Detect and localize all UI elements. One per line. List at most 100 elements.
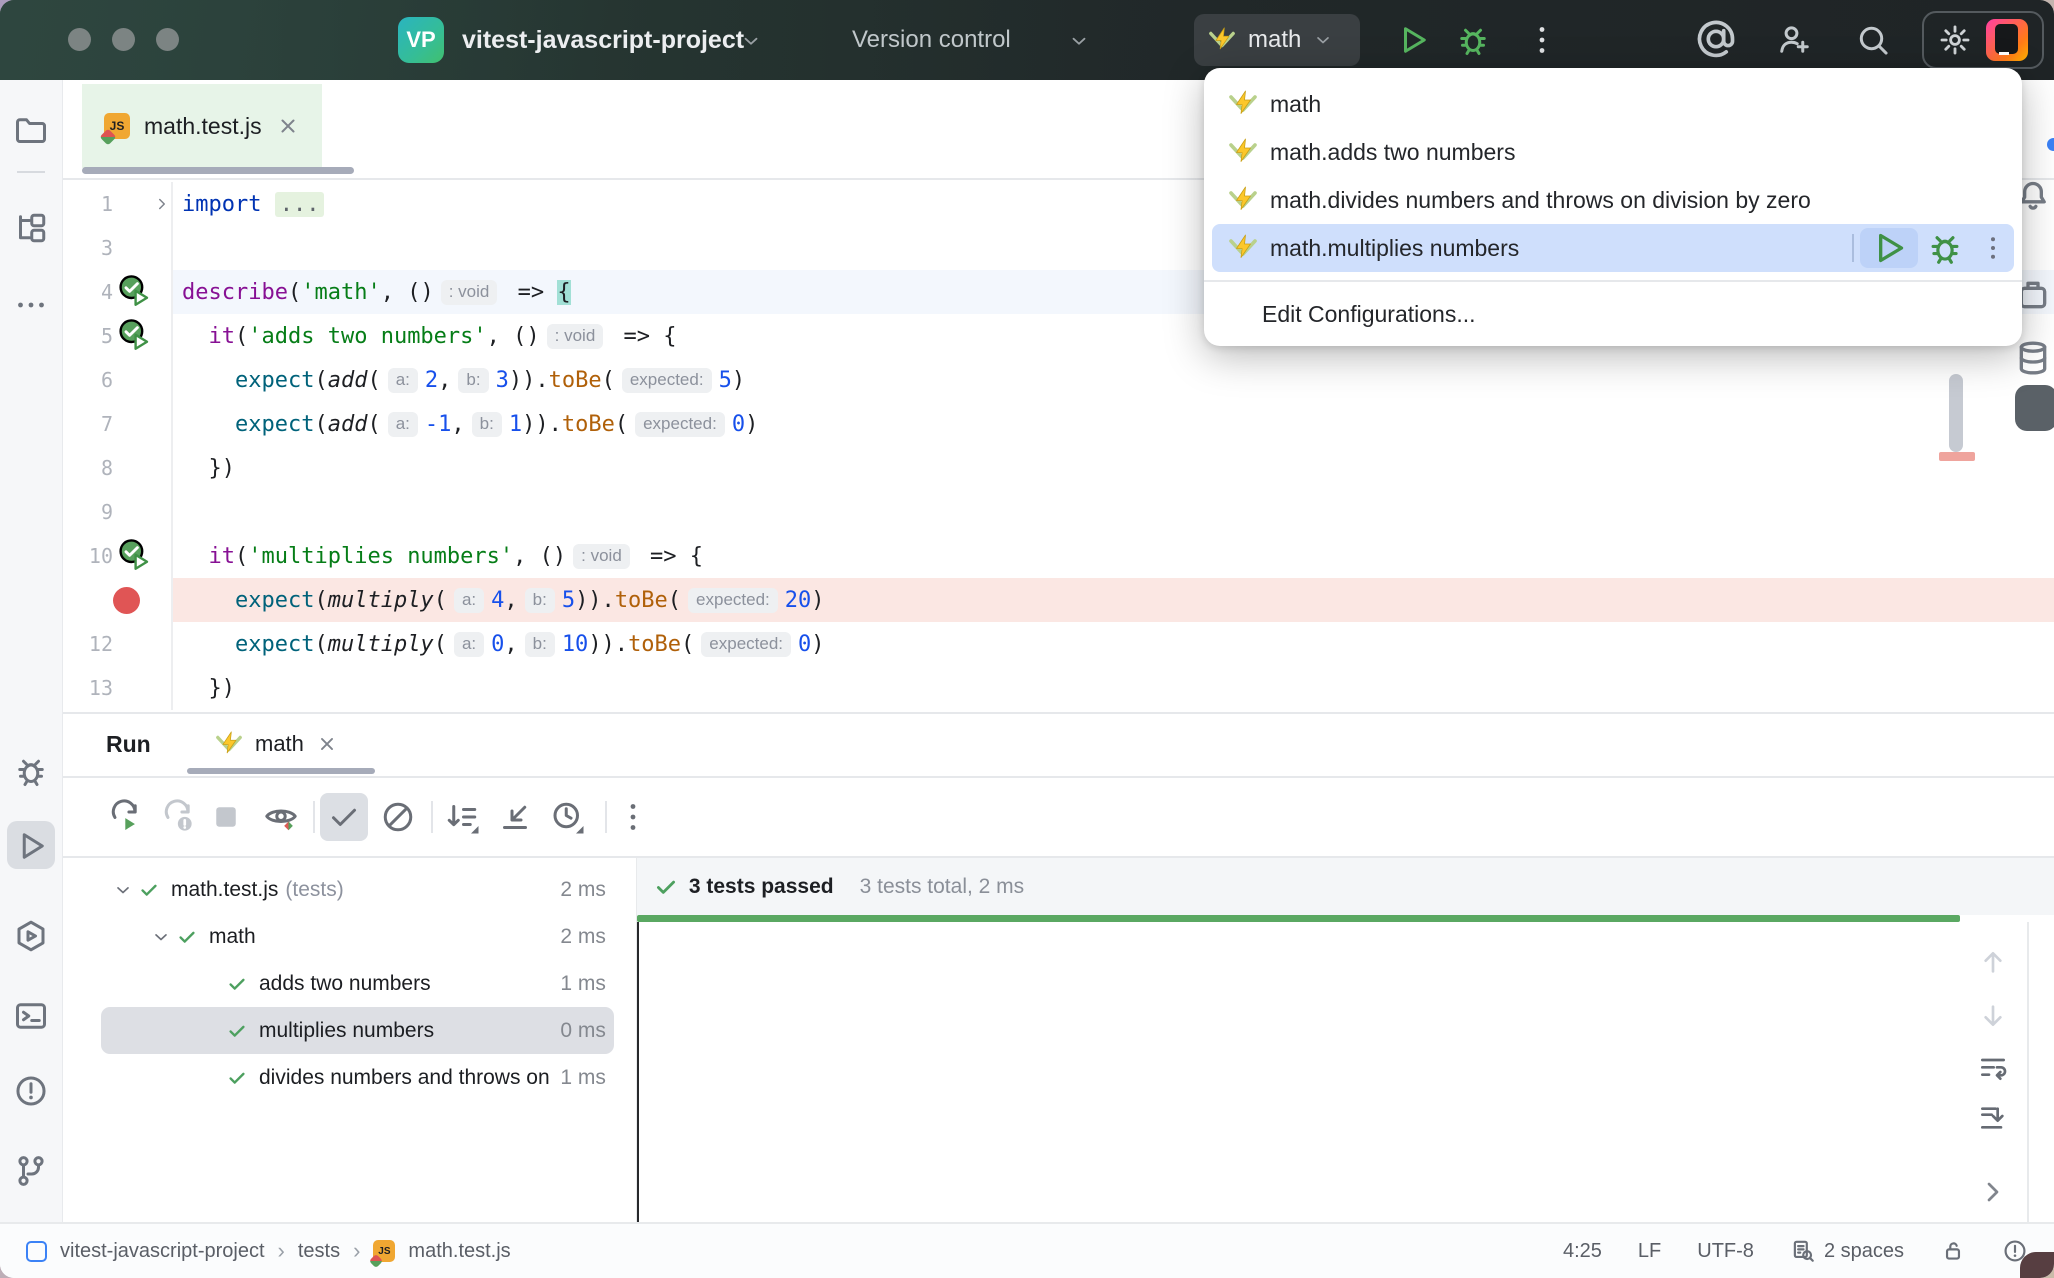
rerun-failed-button[interactable] xyxy=(160,799,196,835)
zoom-window-button[interactable] xyxy=(156,28,179,51)
problems-tool-icon[interactable] xyxy=(13,1073,49,1109)
code-line-content[interactable]: expect(multiply(a: 4, b: 5)). toBe(expected:… xyxy=(171,578,2054,622)
gutter[interactable]: 12 xyxy=(63,622,171,666)
stop-button[interactable] xyxy=(208,799,244,835)
structure-tool-icon[interactable] xyxy=(13,210,49,246)
sort-tests-button[interactable] xyxy=(444,799,480,835)
ai-assistant-icon[interactable] xyxy=(1694,14,1738,64)
down-stacktrace-icon[interactable] xyxy=(1977,1000,2009,1032)
caret-position[interactable]: 4:25 xyxy=(1562,1239,1602,1262)
gutter[interactable] xyxy=(63,578,171,622)
soft-wrap-icon[interactable] xyxy=(1977,1052,2009,1084)
run-panel-tab[interactable]: math xyxy=(215,714,338,774)
chevron-down-icon[interactable] xyxy=(111,880,135,900)
run-config-item[interactable]: math.divides numbers and throws on divis… xyxy=(1212,176,2014,224)
more-options-button[interactable] xyxy=(615,799,651,835)
scroll-to-end-icon[interactable] xyxy=(1977,1102,2009,1134)
code-area[interactable]: 1 import ... 3 4 describe('math', (): void =… xyxy=(63,180,2054,712)
run-config-item[interactable]: math.adds two numbers xyxy=(1212,128,2014,176)
run-test-icon[interactable] xyxy=(117,538,153,574)
code-line-content[interactable]: }) xyxy=(171,666,2054,710)
run-config-item[interactable]: math.multiplies numbers xyxy=(1212,224,2014,272)
code-with-me-icon[interactable] xyxy=(1775,22,1811,58)
close-tab-icon[interactable] xyxy=(276,114,300,138)
lock-icon[interactable] xyxy=(1940,1238,1966,1264)
code-line-content[interactable]: it('adds two numbers', (): void => { xyxy=(171,314,2054,358)
show-passed-button[interactable] xyxy=(326,799,362,835)
edit-configurations-item[interactable]: Edit Configurations... xyxy=(1262,300,1476,327)
version-control-tool-icon[interactable] xyxy=(13,1153,49,1189)
show-ignored-button[interactable] xyxy=(380,799,416,835)
breadcrumb-project[interactable]: vitest-javascript-project xyxy=(60,1239,265,1262)
project-name-menu[interactable]: vitest-javascript-project xyxy=(462,25,745,54)
terminal-tool-icon[interactable] xyxy=(13,998,49,1034)
chevron-down-icon[interactable] xyxy=(149,927,173,947)
toggle-auto-test-button[interactable] xyxy=(263,799,299,835)
run-configuration-selector[interactable]: math xyxy=(1194,14,1360,66)
indent-setting[interactable]: 2 spaces xyxy=(1790,1238,1904,1264)
code-line-content[interactable] xyxy=(171,226,2054,270)
run-tool-icon[interactable] xyxy=(13,828,49,864)
gutter[interactable]: 9 xyxy=(63,490,171,534)
code-line-content[interactable]: it('multiplies numbers', (): void => { xyxy=(171,534,2054,578)
gutter[interactable]: 6 xyxy=(63,358,171,402)
run-button[interactable] xyxy=(1395,22,1431,58)
gutter[interactable]: 8 xyxy=(63,446,171,490)
code-line-content[interactable]: expect(add(a: 2, b: 3)). toBe(expected: 5) xyxy=(171,358,2054,402)
debug-button[interactable] xyxy=(1926,229,1964,267)
breadcrumb-file[interactable]: math.test.js xyxy=(408,1239,511,1262)
error-indicator-icon[interactable] xyxy=(2002,1238,2028,1264)
test-history-button[interactable] xyxy=(549,799,585,835)
code-line-content[interactable]: expect(add(a: -1, b: 1)). toBe(expected: 0) xyxy=(171,402,2054,446)
close-window-button[interactable] xyxy=(68,28,91,51)
more-tools-icon[interactable] xyxy=(13,287,49,323)
database-tool-icon[interactable] xyxy=(2013,338,2053,378)
run-button[interactable] xyxy=(1860,228,1918,268)
gutter[interactable]: 13 xyxy=(63,666,171,710)
code-line-content[interactable]: }) xyxy=(171,446,2054,490)
up-stacktrace-icon[interactable] xyxy=(1977,946,2009,978)
services-tool-icon[interactable] xyxy=(13,918,49,954)
code-line-content[interactable] xyxy=(171,490,2054,534)
test-tree-row[interactable]: multiplies numbers 0 ms xyxy=(101,1007,614,1054)
close-run-tab-icon[interactable] xyxy=(316,733,338,755)
gutter[interactable]: 10 xyxy=(63,534,171,578)
run-test-icon[interactable] xyxy=(117,274,153,310)
rerun-button[interactable] xyxy=(107,799,143,835)
error-stripe-mark[interactable] xyxy=(1939,452,1975,461)
minimize-window-button[interactable] xyxy=(112,28,135,51)
more-actions-icon[interactable] xyxy=(1978,229,2008,267)
editor-scrollbar[interactable] xyxy=(1949,374,1963,452)
file-encoding[interactable]: UTF-8 xyxy=(1697,1239,1754,1262)
gutter[interactable]: 3 xyxy=(63,226,171,270)
test-tree-row[interactable]: math 2 ms xyxy=(63,913,636,960)
version-control-menu[interactable]: Version control xyxy=(852,26,1011,53)
line-ending[interactable]: LF xyxy=(1637,1239,1662,1262)
console-output[interactable] xyxy=(636,922,2054,1222)
notifications-bell-icon[interactable] xyxy=(2013,176,2053,216)
settings-gear-icon[interactable] xyxy=(1938,23,1972,57)
debug-tool-icon[interactable] xyxy=(13,753,49,789)
breadcrumb-tests[interactable]: tests xyxy=(297,1239,341,1262)
debug-button[interactable] xyxy=(1455,22,1491,58)
test-tree-row[interactable]: math.test.js (tests) 2 ms xyxy=(63,866,636,913)
editor-tab[interactable]: JS math.test.js xyxy=(82,84,322,168)
breakpoint-icon[interactable] xyxy=(112,582,153,618)
expand-chevron-icon[interactable] xyxy=(1977,1176,2009,1208)
navigate-button[interactable] xyxy=(497,799,533,835)
run-config-item[interactable]: math xyxy=(1212,80,2014,128)
gutter[interactable]: 7 xyxy=(63,402,171,446)
test-tree-row[interactable]: adds two numbers 1 ms xyxy=(63,960,636,1007)
profile-avatar[interactable] xyxy=(1986,19,2028,61)
gutter[interactable]: 4 xyxy=(63,270,171,314)
code-line-content[interactable]: expect(multiply(a: 0, b: 10)). toBe(expected… xyxy=(171,622,2054,666)
run-test-icon[interactable] xyxy=(117,318,153,354)
project-tool-icon[interactable] xyxy=(13,113,49,149)
more-actions-button[interactable] xyxy=(1524,22,1560,58)
gutter[interactable]: 1 xyxy=(63,182,171,226)
search-everywhere-icon[interactable] xyxy=(1855,22,1891,58)
assistant-tool-icon[interactable] xyxy=(2015,385,2054,431)
code-line-content[interactable]: import ... xyxy=(171,182,2054,226)
fold-chevron-icon[interactable] xyxy=(153,195,171,213)
gutter[interactable]: 5 xyxy=(63,314,171,358)
